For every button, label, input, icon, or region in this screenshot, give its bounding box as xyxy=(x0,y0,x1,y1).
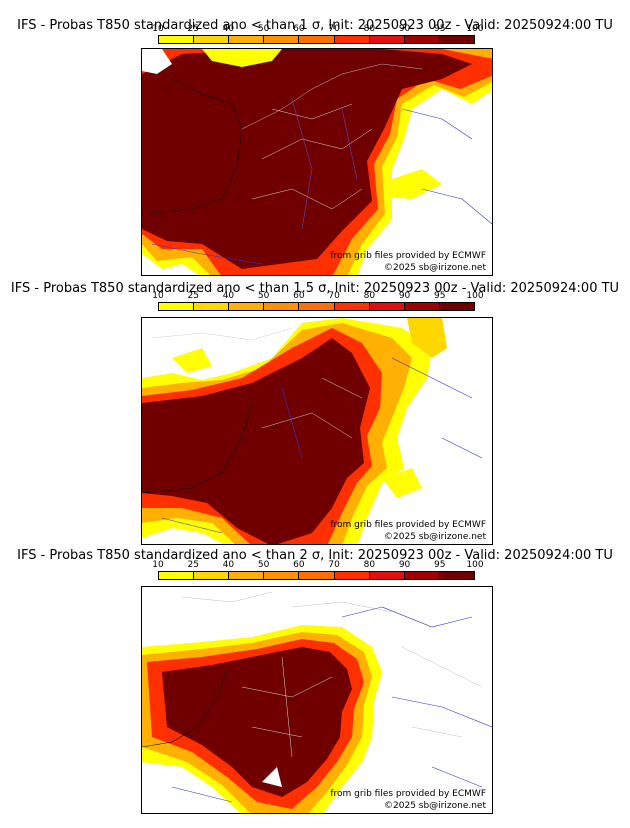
colorbar-swatch xyxy=(159,303,195,310)
colorbar-swatch xyxy=(194,572,230,579)
panel-title: IFS - Probas T850 standardized ano < tha… xyxy=(17,18,613,33)
colorbar-swatch xyxy=(194,36,230,43)
colorbar-tick-label: 80 xyxy=(363,24,376,34)
colorbar-tick-label: 40 xyxy=(222,24,235,34)
colorbar-tick-label: 100 xyxy=(466,560,484,570)
colorbar-tick-label: 95 xyxy=(434,560,446,570)
colorbar-tick-label: 80 xyxy=(363,560,376,570)
map-1: from grib files provided by ECMWF ©2025 … xyxy=(141,48,493,276)
colorbar-tick-label: 90 xyxy=(398,24,411,34)
colorbar-tick-label: 70 xyxy=(328,560,340,570)
colorbar-swatch xyxy=(334,303,370,310)
credit-source: from grib files provided by ECMWF xyxy=(330,789,486,799)
colorbar-tick-label: 60 xyxy=(293,291,305,301)
colorbar-tick-label: 50 xyxy=(257,24,270,34)
colorbar-swatch xyxy=(159,572,195,579)
colorbar-swatch xyxy=(439,303,474,310)
colorbar-tick-label: 25 xyxy=(187,291,199,301)
colorbar-tick-label: 40 xyxy=(222,560,235,570)
colorbar-swatch xyxy=(264,572,300,579)
colorbar-swatch xyxy=(229,36,265,43)
colorbar-swatch xyxy=(439,36,474,43)
credit-source: from grib files provided by ECMWF xyxy=(330,251,486,261)
colorbar-tick-label: 95 xyxy=(434,24,446,34)
colorbar-2: 10 25 40 50 60 70 80 90 95 100 xyxy=(152,291,484,311)
colorbar-swatch xyxy=(404,572,440,579)
credit-copyright: ©2025 sb@irizone.net xyxy=(384,532,486,542)
colorbar-tick-label: 10 xyxy=(152,24,164,34)
colorbar-strip xyxy=(158,35,475,44)
colorbar-swatch xyxy=(404,36,440,43)
colorbar-swatch xyxy=(229,303,265,310)
colorbar-tick-label: 70 xyxy=(328,24,340,34)
colorbar-tick-label: 90 xyxy=(398,291,411,301)
colorbar-swatch xyxy=(299,303,335,310)
colorbar-tick-label: 50 xyxy=(257,291,270,301)
colorbar-tick-label: 25 xyxy=(187,24,199,34)
colorbar-swatch xyxy=(299,572,335,579)
colorbar-tick-label: 50 xyxy=(257,560,270,570)
colorbar-tick-label: 25 xyxy=(187,560,199,570)
colorbar-swatch xyxy=(229,572,265,579)
colorbar-swatch xyxy=(369,303,405,310)
colorbar-tick-labels: 10 25 40 50 60 70 80 90 95 100 xyxy=(152,291,483,302)
panel-title: IFS - Probas T850 standardized ano < tha… xyxy=(10,281,620,296)
colorbar-swatch xyxy=(159,36,195,43)
colorbar-tick-labels: 10 25 40 50 60 70 80 90 95 100 xyxy=(152,24,483,35)
colorbar-tick-label: 80 xyxy=(363,291,376,301)
colorbar-strip xyxy=(158,571,475,580)
panel-title: IFS - Probas T850 standardized ano < tha… xyxy=(17,548,613,563)
map-2: from grib files provided by ECMWF ©2025 … xyxy=(141,317,493,545)
colorbar-tick-labels: 10 25 40 50 60 70 80 90 95 100 xyxy=(152,560,483,571)
colorbar-strip xyxy=(158,302,475,311)
colorbar-tick-label: 70 xyxy=(328,291,340,301)
colorbar-swatch xyxy=(264,36,300,43)
colorbar-swatch xyxy=(369,36,405,43)
colorbar-tick-label: 40 xyxy=(222,291,235,301)
colorbar-swatch xyxy=(334,36,370,43)
map-3: from grib files provided by ECMWF ©2025 … xyxy=(141,586,493,814)
colorbar-swatch xyxy=(299,36,335,43)
colorbar-3: 10 25 40 50 60 70 80 90 95 100 xyxy=(152,560,484,580)
colorbar-tick-label: 10 xyxy=(152,291,164,301)
colorbar-tick-label: 95 xyxy=(434,291,446,301)
colorbar-tick-label: 90 xyxy=(398,560,411,570)
colorbar-swatch xyxy=(404,303,440,310)
credit-source: from grib files provided by ECMWF xyxy=(330,520,486,530)
colorbar-tick-label: 100 xyxy=(466,24,484,34)
colorbar-swatch xyxy=(264,303,300,310)
probability-map xyxy=(142,587,492,813)
probability-map xyxy=(142,318,492,544)
credit-copyright: ©2025 sb@irizone.net xyxy=(384,263,486,273)
colorbar-swatch xyxy=(439,572,474,579)
colorbar-1: 10 25 40 50 60 70 80 90 95 100 xyxy=(152,24,484,44)
probability-map xyxy=(142,49,492,275)
colorbar-tick-label: 60 xyxy=(293,560,305,570)
colorbar-swatch xyxy=(194,303,230,310)
colorbar-swatch xyxy=(334,572,370,579)
colorbar-tick-label: 60 xyxy=(293,24,305,34)
colorbar-swatch xyxy=(369,572,405,579)
credit-copyright: ©2025 sb@irizone.net xyxy=(384,801,486,811)
colorbar-tick-label: 10 xyxy=(152,560,164,570)
colorbar-tick-label: 100 xyxy=(466,291,484,301)
